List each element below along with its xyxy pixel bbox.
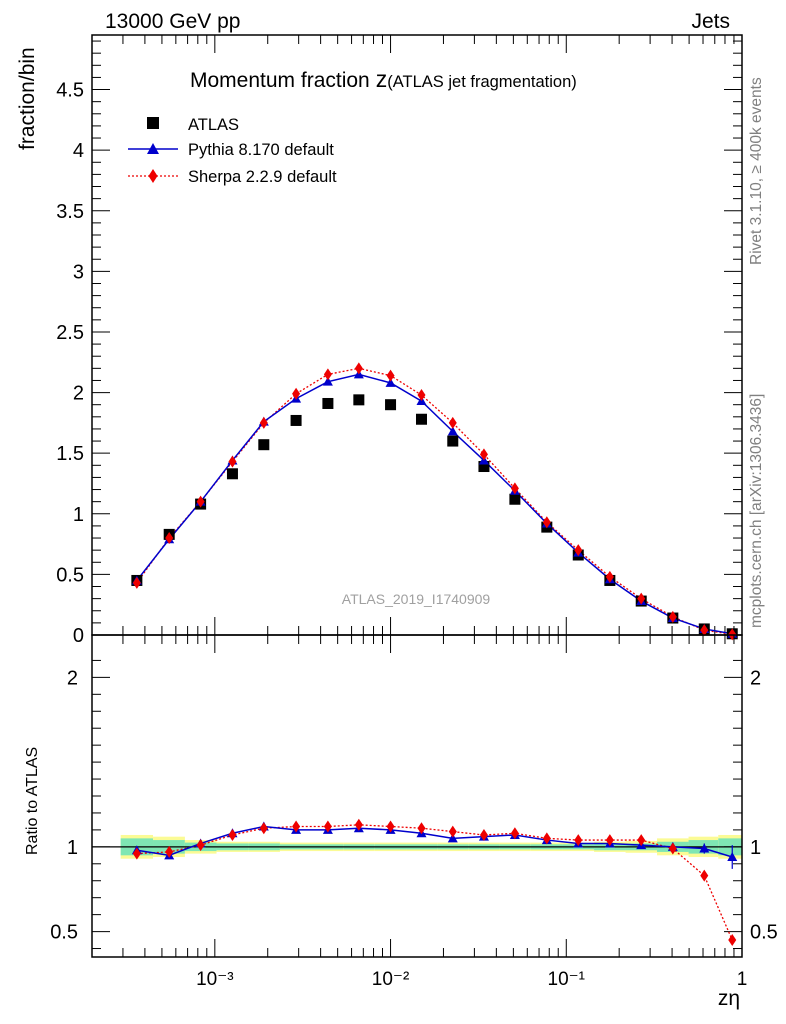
pythia-ratio-point xyxy=(727,852,738,862)
sherpa-point xyxy=(354,362,363,375)
sherpa-point xyxy=(637,592,646,605)
y-tick-label: 0 xyxy=(73,625,84,647)
sherpa-point xyxy=(132,576,141,589)
pythia-point xyxy=(447,426,458,436)
pythia-ratio-point xyxy=(447,833,458,843)
legend-marker-pythia xyxy=(147,143,159,154)
sherpa-point xyxy=(700,624,709,637)
legend-marker-sherpa xyxy=(148,169,158,183)
sherpa-point xyxy=(417,389,426,401)
sherpa-ratio-point xyxy=(228,828,237,841)
atlas-point xyxy=(258,439,270,451)
legend-label-pythia: Pythia 8.170 default xyxy=(188,141,334,159)
ratio-axis-label: Ratio to ATLAS xyxy=(24,747,41,855)
sherpa-ratio-point xyxy=(386,820,395,833)
sherpa-point xyxy=(479,448,488,461)
x-tick-label: 10⁻³ xyxy=(196,969,234,990)
sherpa-point xyxy=(292,387,301,400)
y-tick-label: 4.5 xyxy=(56,80,84,102)
pythia-ratio-point xyxy=(699,843,710,853)
sherpa-point xyxy=(605,570,614,583)
pythia-point xyxy=(385,377,396,387)
y-tick-label: 1 xyxy=(73,504,84,526)
sherpa-ratio-point xyxy=(637,834,646,847)
chart-title-main: Momentum fraction xyxy=(190,69,370,92)
ratio-y-tick-label: 2 xyxy=(67,667,78,689)
x-tick-label: 10⁻¹ xyxy=(548,969,586,990)
y-tick-label: 2 xyxy=(73,383,84,405)
pythia-point xyxy=(322,376,333,386)
legend: ATLAS Pythia 8.170 default Sherpa 2.2.9 … xyxy=(128,116,337,186)
sherpa-ratio-point xyxy=(259,822,268,835)
atlas-point xyxy=(353,394,365,406)
sherpa-ratio-point xyxy=(196,839,205,852)
atlas-point xyxy=(415,413,427,425)
sherpa-ratio-point xyxy=(542,832,551,845)
y-axis-label: fraction/bin xyxy=(16,47,39,150)
sherpa-ratio-point xyxy=(354,818,363,831)
sherpa-ratio-point xyxy=(700,869,709,882)
legend-label-sherpa: Sherpa 2.2.9 default xyxy=(188,168,337,186)
sherpa-point xyxy=(323,368,332,381)
ratio-y-tick-label: 2 xyxy=(750,667,761,689)
sherpa-ratio-point xyxy=(728,934,737,947)
x-axis-label: zη xyxy=(718,987,740,1010)
sherpa-point xyxy=(196,495,205,508)
y-tick-label: 3.5 xyxy=(56,201,84,223)
ratio-y-tick-label: 0.5 xyxy=(750,922,778,944)
sherpa-ratio-point xyxy=(292,820,301,833)
ratio-y-tick-label: 0.5 xyxy=(50,922,78,944)
sherpa-ratio-point xyxy=(510,827,519,840)
sherpa-point xyxy=(574,544,583,557)
sherpa-ratio-point xyxy=(668,842,677,855)
sherpa-point xyxy=(510,482,519,495)
sherpa-ratio-point xyxy=(479,828,488,841)
y-tick-label: 1.5 xyxy=(56,443,84,465)
ratio-frame xyxy=(91,634,743,958)
y-tick-label: 2.5 xyxy=(56,322,84,344)
atlas-point xyxy=(478,461,490,473)
header-left: 13000 GeV pp xyxy=(105,10,240,33)
sherpa-ratio-point xyxy=(448,825,457,838)
sherpa-point xyxy=(668,610,677,623)
atlas-point xyxy=(509,493,521,505)
analysis-watermark: ATLAS_2019_I1740909 xyxy=(342,591,491,607)
sherpa-point xyxy=(259,416,268,429)
y-tick-label: 3 xyxy=(73,261,84,283)
chart-title-symbol: z xyxy=(376,66,388,92)
legend-marker-atlas xyxy=(147,117,159,129)
y-tick-label: 4 xyxy=(73,140,84,162)
sherpa-ratio-point xyxy=(165,845,174,858)
sherpa-ratio-point xyxy=(605,834,614,847)
sherpa-ratio-point xyxy=(323,820,332,833)
ratio-y-tick-label: 1 xyxy=(67,837,78,859)
x-tick-label: 10⁻² xyxy=(372,969,410,990)
main-panel: 0 0.5 1 1.5 2 2.5 3 3.5 4 4.5 xyxy=(56,34,743,647)
chart-subtitle: (ATLAS jet fragmentation) xyxy=(387,73,577,91)
atlas-point xyxy=(447,435,459,447)
atlas-point xyxy=(290,414,302,426)
atlas-point xyxy=(385,399,397,411)
ratio-y-tick-label: 1 xyxy=(750,837,761,859)
ratio-panel: 10⁻³ 10⁻² 10⁻¹ 1 0.5 0.5 1 1 2 2 xyxy=(50,634,778,990)
sherpa-point xyxy=(228,455,237,468)
sherpa-point xyxy=(165,532,174,545)
sherpa-point xyxy=(448,416,457,429)
atlas-point xyxy=(226,468,238,480)
pythia-ratio-line xyxy=(136,825,733,858)
y-tick-label: 0.5 xyxy=(56,564,84,586)
chart-title: Momentum fraction z(ATLAS jet fragmentati… xyxy=(190,66,577,92)
rivet-label: Rivet 3.1.10, ≥ 400k events xyxy=(748,77,765,265)
atlas-point xyxy=(322,397,334,409)
sherpa-point xyxy=(386,369,395,382)
mcplots-label: mcplots.cern.ch [arXiv:1306.3436] xyxy=(748,394,765,628)
legend-label-atlas: ATLAS xyxy=(188,116,239,134)
sherpa-ratio-point xyxy=(132,847,141,860)
x-tick-label: 1 xyxy=(737,969,748,990)
sherpa-ratio-point xyxy=(417,822,426,835)
sherpa-point xyxy=(542,516,551,529)
sherpa-ratio-point xyxy=(574,834,583,847)
header-right: Jets xyxy=(691,10,730,33)
